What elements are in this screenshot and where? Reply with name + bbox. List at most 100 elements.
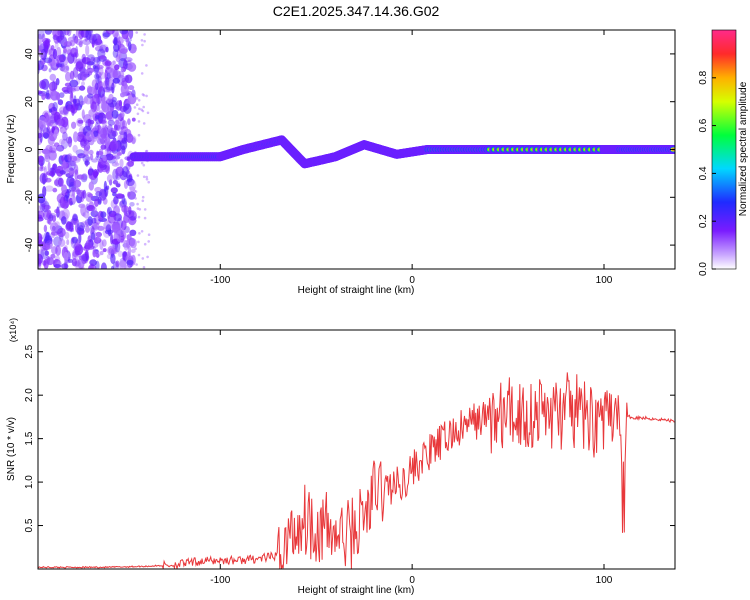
noise-speckle [85, 225, 90, 233]
noise-speckle [123, 198, 127, 208]
noise-speckle [141, 195, 145, 199]
noise-speckle [111, 221, 121, 233]
noise-speckle [62, 131, 68, 141]
noise-speckle [77, 119, 84, 124]
noise-speckle [102, 248, 107, 253]
noise-speckle [71, 107, 75, 116]
noise-speckle [51, 80, 56, 92]
noise-speckle [81, 81, 85, 86]
noise-speckle [95, 260, 100, 269]
noise-speckle [106, 174, 113, 183]
noise-speckle [46, 257, 55, 266]
noise-speckle [115, 183, 121, 188]
noise-speckle [44, 44, 49, 54]
snr-axes: -100 0 100 0.5 1.0 1.5 2.0 2.5 [24, 330, 675, 586]
noise-speckle [134, 247, 137, 251]
noise-speckle [94, 186, 102, 193]
noise-speckle [112, 77, 121, 84]
noise-speckle [97, 35, 101, 43]
colorbar-label: Normalized spectral amplitude [738, 81, 749, 216]
noise-speckle [71, 227, 74, 232]
noise-speckle [80, 221, 89, 228]
spectrogram-panel: -100 0 100 -40 -20 0 20 40 Height of straight l… [6, 29, 676, 296]
noise-speckle [100, 250, 104, 256]
noise-speckle [83, 210, 90, 219]
noise-speckle [61, 184, 68, 194]
noise-speckle [93, 130, 99, 138]
noise-speckle [105, 46, 109, 53]
noise-speckle [90, 154, 94, 160]
noise-speckle [59, 110, 64, 115]
x-tick-label: 100 [596, 575, 613, 586]
noise-speckle [129, 202, 135, 207]
noise-speckle [62, 159, 67, 170]
y-tick-label: -40 [24, 237, 35, 252]
noise-speckle [85, 30, 91, 40]
noise-speckle [129, 229, 137, 236]
noise-speckle [125, 74, 133, 84]
colorbar-tick-label: 0.6 [698, 118, 709, 132]
noise-speckle [38, 216, 44, 222]
noise-speckle [46, 115, 51, 127]
noise-speckle [110, 187, 118, 194]
noise-speckle [133, 106, 137, 109]
noise-speckle [63, 89, 70, 94]
noise-speckle [144, 150, 148, 153]
noise-speckle [95, 231, 102, 238]
noise-speckle [90, 210, 99, 218]
noise-speckle [115, 173, 121, 181]
noise-speckle [88, 109, 95, 117]
noise-speckle [103, 180, 107, 192]
noise-speckle [67, 86, 77, 93]
noise-speckle [140, 39, 144, 42]
noise-speckle [136, 174, 140, 177]
noise-speckle [80, 191, 85, 199]
noise-speckle [71, 236, 78, 244]
noise-speckle [88, 33, 97, 45]
noise-speckle [138, 208, 142, 211]
snr-xlabel: Height of straight line (km) [298, 585, 415, 596]
noise-speckle [123, 57, 133, 63]
noise-speckle [113, 196, 119, 205]
noise-speckle [63, 56, 69, 66]
noise-speckle [51, 80, 58, 91]
noise-speckle [128, 30, 134, 39]
noise-speckle [43, 224, 48, 233]
noise-speckle [126, 234, 132, 241]
noise-speckle [43, 57, 53, 64]
noise-speckle [143, 208, 147, 211]
noise-speckle [72, 258, 77, 267]
noise-speckle [100, 262, 107, 269]
noise-speckle [74, 52, 79, 58]
noise-speckle [52, 101, 58, 112]
noise-speckle [147, 180, 150, 184]
noise-speckle [141, 93, 145, 96]
noise-speckle [138, 232, 141, 235]
noise-speckle [121, 112, 125, 118]
noise-speckle [126, 156, 131, 162]
noise-speckle [117, 70, 125, 79]
noise-speckle [145, 64, 148, 67]
figure-title: C2E1.2025.347.14.36.G02 [273, 3, 440, 19]
noise-speckle [48, 150, 57, 161]
noise-speckle [143, 33, 146, 36]
noise-speckle [108, 141, 117, 153]
noise-speckle [88, 181, 95, 191]
noise-speckle [105, 76, 110, 89]
noise-speckle [106, 116, 115, 121]
noise-speckle [66, 239, 70, 246]
noise-speckle [108, 99, 117, 108]
noise-speckle [100, 99, 107, 111]
noise-speckle [43, 132, 49, 139]
y-tick-label: 0.5 [24, 518, 35, 532]
noise-speckle [120, 66, 127, 73]
noise-speckle [120, 126, 128, 133]
noise-speckle [81, 109, 85, 119]
noise-speckle [42, 186, 47, 198]
noise-speckle [133, 46, 137, 50]
noise-speckle [134, 190, 138, 193]
noise-speckle [71, 187, 80, 193]
noise-speckle [38, 30, 45, 40]
noise-speckle [143, 39, 146, 43]
noise-speckle [131, 117, 136, 122]
